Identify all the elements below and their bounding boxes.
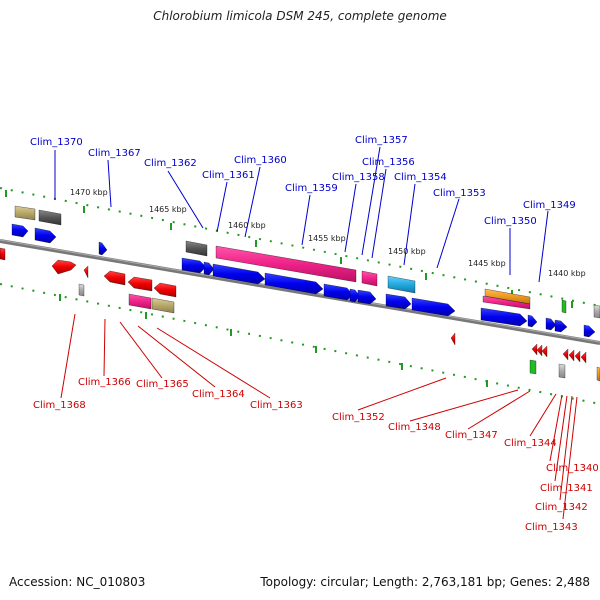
gene-label: Clim_1370 xyxy=(30,137,83,148)
gene-label: Clim_1368 xyxy=(33,400,86,411)
gene-feature xyxy=(580,351,587,364)
gene-label: Clim_1340 xyxy=(546,463,599,474)
gene-label: Clim_1359 xyxy=(285,183,338,194)
kbp-label: 1450 kbp xyxy=(388,247,426,256)
gene-feature xyxy=(151,297,175,314)
gene-label: Clim_1353 xyxy=(433,188,486,199)
kbp-label: 1465 kbp xyxy=(149,205,187,214)
gene-feature xyxy=(411,297,456,317)
gene-label: Clim_1365 xyxy=(136,379,189,390)
gene-feature xyxy=(103,270,126,286)
gene-feature xyxy=(361,270,378,287)
gene-feature xyxy=(181,257,207,274)
gene-feature xyxy=(385,293,412,310)
gene-label: Clim_1367 xyxy=(88,148,141,159)
gene-label: Clim_1348 xyxy=(388,422,441,433)
gene-label: Clim_1360 xyxy=(234,155,287,166)
gene-feature xyxy=(480,307,528,327)
gene-feature xyxy=(554,319,568,333)
gene-feature xyxy=(536,344,543,357)
reverse-gene-labels: Clim_1368 Clim_1366 Clim_1365 Clim_1364 … xyxy=(33,377,599,533)
gene-feature xyxy=(38,209,62,226)
gene-feature xyxy=(527,314,538,328)
gene-feature xyxy=(561,299,567,314)
gene-feature xyxy=(212,263,266,285)
gene-feature xyxy=(215,245,357,283)
forward-features xyxy=(11,205,600,338)
gene-label: Clim_1349 xyxy=(523,200,576,211)
gene-feature xyxy=(11,223,29,238)
kbp-label: 1470 kbp xyxy=(70,188,108,197)
gene-label: Clim_1363 xyxy=(250,400,303,411)
gene-label: Clim_1357 xyxy=(355,135,408,146)
gene-label: Clim_1343 xyxy=(525,522,578,533)
kbp-label: 1460 kbp xyxy=(228,221,266,230)
gene-feature xyxy=(0,247,6,261)
gene-label: Clim_1361 xyxy=(202,170,255,181)
gene-label: Clim_1344 xyxy=(504,438,557,449)
gene-label: Clim_1341 xyxy=(540,483,593,494)
gene-feature xyxy=(387,275,416,294)
gene-label: Clim_1366 xyxy=(78,377,131,388)
map-title: Chlorobium limicola DSM 245, complete ge… xyxy=(153,9,447,23)
gene-feature xyxy=(98,241,108,256)
gene-feature xyxy=(574,350,581,363)
gene-feature xyxy=(545,317,557,331)
gene-feature xyxy=(562,348,569,361)
forward-leader-lines xyxy=(54,146,549,283)
kbp-label: 1455 kbp xyxy=(308,234,346,243)
gene-feature xyxy=(531,343,538,356)
kbp-label: 1445 kbp xyxy=(468,259,506,268)
gene-label: Clim_1362 xyxy=(144,158,197,169)
gene-feature xyxy=(482,295,531,310)
forward-gene-labels: Clim_1370 Clim_1367 Clim_1362 Clim_1361 … xyxy=(30,135,576,227)
gene-feature xyxy=(83,265,89,279)
gene-feature xyxy=(264,272,324,295)
topology-text: Topology: circular; Length: 2,763,181 bp… xyxy=(260,575,590,589)
gene-feature xyxy=(357,289,377,305)
gene-feature xyxy=(14,205,36,221)
gene-label: Clim_1356 xyxy=(362,157,415,168)
gene-feature xyxy=(558,363,566,379)
gene-feature xyxy=(51,259,77,275)
gene-feature xyxy=(34,227,57,244)
gene-label: Clim_1354 xyxy=(394,172,447,183)
inner-major-ticks xyxy=(59,294,488,387)
gene-feature xyxy=(568,349,575,362)
gene-label: Clim_1342 xyxy=(535,502,588,513)
gene-label: Clim_1352 xyxy=(332,412,385,423)
gene-label: Clim_1358 xyxy=(332,172,385,183)
gene-feature xyxy=(593,304,600,319)
gene-label: Clim_1364 xyxy=(192,389,245,400)
reverse-leader-lines xyxy=(60,313,578,520)
gene-feature xyxy=(529,359,537,375)
gene-label: Clim_1347 xyxy=(445,430,498,441)
gene-feature xyxy=(349,288,361,303)
gene-feature xyxy=(78,283,85,297)
gene-feature xyxy=(596,366,600,382)
kbp-label: 1440 kbp xyxy=(548,269,586,278)
accession-text: Accession: NC_010803 xyxy=(9,575,146,589)
gene-feature xyxy=(127,276,153,292)
gene-feature xyxy=(450,332,456,346)
genome-backbone xyxy=(0,239,600,345)
gene-feature xyxy=(203,261,215,276)
gene-label: Clim_1350 xyxy=(484,216,537,227)
reverse-features xyxy=(0,247,600,382)
gene-feature xyxy=(541,345,548,358)
gene-feature xyxy=(153,282,177,298)
gene-feature xyxy=(185,240,208,257)
gene-feature xyxy=(128,293,152,310)
gene-feature xyxy=(583,324,596,338)
